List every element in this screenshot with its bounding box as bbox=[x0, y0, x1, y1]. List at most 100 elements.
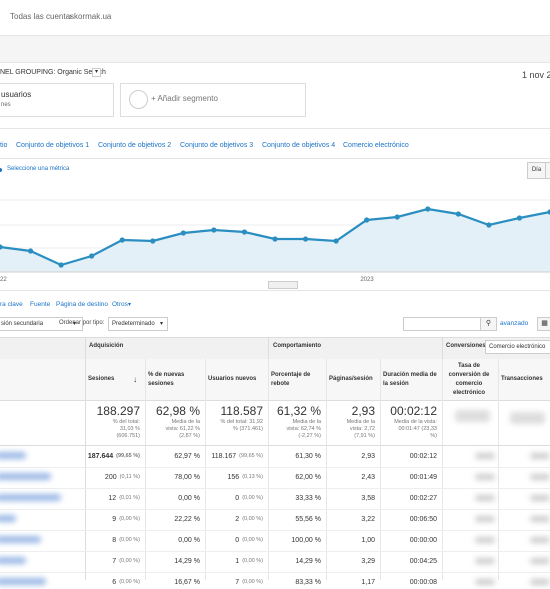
table-cell: 00:02:27 bbox=[380, 491, 437, 505]
blurred-conversion bbox=[530, 558, 550, 564]
dimension-link[interactable]: ra clave bbox=[0, 301, 23, 308]
cell-value: 100,00 % bbox=[291, 536, 321, 544]
cell-value: 9 bbox=[112, 515, 117, 523]
blurred-dimension bbox=[0, 452, 26, 459]
sort-select[interactable]: Predeterminado ▾ bbox=[108, 317, 168, 331]
table-cell: 118.167 (99,65 %) bbox=[205, 449, 263, 463]
blurred-dimension bbox=[0, 536, 41, 543]
point bbox=[0, 244, 3, 250]
blurred-conversion bbox=[475, 537, 495, 543]
cell-value: 22,22 % bbox=[174, 515, 200, 523]
conversion-select[interactable]: Comercio electrónico bbox=[485, 340, 550, 354]
secondary-dim[interactable]: sión secundaria ▾ bbox=[0, 317, 83, 331]
cell-percent: (99,65 %) bbox=[116, 453, 140, 459]
column-header[interactable]: Porcentaje de rebote bbox=[271, 371, 311, 387]
tab[interactable]: Conjunto de objetivos 2 bbox=[98, 142, 172, 149]
column-header[interactable]: Sesiones bbox=[88, 376, 115, 382]
dimension-link[interactable]: Página de destino bbox=[56, 301, 109, 308]
table-cell: 00:06:50 bbox=[380, 512, 437, 526]
point bbox=[241, 229, 248, 235]
table-cell: 2,93 bbox=[326, 449, 375, 463]
table-cell: 0,00 % bbox=[145, 491, 200, 505]
cell-value: 00:04:25 bbox=[409, 557, 437, 565]
table-cell: 78,00 % bbox=[145, 470, 200, 484]
divider bbox=[0, 509, 550, 510]
point bbox=[455, 211, 461, 217]
blurred-conversion bbox=[530, 453, 550, 459]
tab[interactable]: tio bbox=[0, 142, 8, 149]
column-header[interactable]: Usuarios nuevos bbox=[208, 376, 257, 382]
metric-dot bbox=[0, 168, 2, 172]
top-band bbox=[0, 35, 550, 62]
divider bbox=[0, 290, 550, 291]
line-chart: 22 2023 bbox=[0, 199, 550, 283]
cell-percent: (0,00 %) bbox=[242, 495, 263, 501]
tab[interactable]: Conjunto de objetivos 4 bbox=[262, 142, 336, 149]
segment-title: usuarios bbox=[1, 90, 32, 99]
cell-value: 55,56 % bbox=[295, 515, 321, 523]
grid-view[interactable]: ▦ bbox=[537, 317, 550, 331]
segment-add[interactable]: + Añadir segmento bbox=[120, 83, 306, 117]
period-button[interactable]: Día bbox=[527, 162, 546, 179]
point bbox=[119, 237, 125, 243]
blurred-conversion bbox=[530, 537, 550, 543]
period-button[interactable]: S bbox=[545, 162, 550, 179]
table-cell: 33,33 % bbox=[268, 491, 321, 505]
dropdown-arrow[interactable]: ▾ bbox=[92, 68, 101, 77]
table-cell: 14,29 % bbox=[145, 554, 200, 568]
total-sub: Media de la vista: 62,74 % (-2,27 %) bbox=[286, 419, 321, 439]
dimension-link[interactable]: Fuente bbox=[30, 301, 51, 308]
channel-grouping[interactable]: NEL GROUPING: Organic Search bbox=[0, 69, 106, 76]
cell-value: 1,00 bbox=[361, 536, 375, 544]
cell-value: 1 bbox=[235, 557, 240, 565]
col-divider bbox=[326, 359, 327, 580]
advanced-link[interactable]: avanzado bbox=[500, 320, 529, 327]
divider bbox=[0, 551, 550, 552]
total-value: 118.587 bbox=[220, 404, 264, 418]
table-cell: 55,56 % bbox=[268, 512, 321, 526]
table-cell: 2,43 bbox=[326, 470, 375, 484]
col-divider bbox=[268, 359, 269, 580]
divider bbox=[0, 62, 550, 63]
column-header[interactable]: Páginas/sesión bbox=[329, 376, 373, 382]
table-cell: 187.644 (99,65 %) bbox=[85, 449, 140, 463]
table-cell: 00:01:49 bbox=[380, 470, 437, 484]
dimension-link[interactable]: Otros bbox=[112, 301, 128, 308]
cell-value: 0,00 % bbox=[178, 536, 200, 544]
column-header[interactable]: % de nuevas sesiones bbox=[148, 371, 185, 387]
tab[interactable]: Comercio electrónico bbox=[343, 142, 409, 149]
table-cell: 6 (0,00 %) bbox=[85, 575, 140, 589]
column-header[interactable]: Duración media de la sesión bbox=[383, 371, 437, 387]
tab[interactable]: Conjunto de objetivos 3 bbox=[180, 142, 254, 149]
breadcrumb-account[interactable]: kormak.ua bbox=[74, 12, 112, 21]
sort-arrow: ▾ bbox=[160, 321, 164, 327]
cell-value: 0 bbox=[235, 494, 240, 502]
blurred-conversion bbox=[475, 495, 495, 501]
metric-select[interactable]: Seleccione una métrica bbox=[7, 166, 70, 172]
table-cell: 200 (0,11 %) bbox=[85, 470, 140, 484]
search-button[interactable]: ⚲ bbox=[480, 317, 497, 331]
cell-value: 2,93 bbox=[361, 452, 375, 460]
blurred-conversion bbox=[530, 474, 550, 480]
column-header[interactable]: Transacciones bbox=[501, 376, 543, 382]
cell-percent: (0,00 %) bbox=[119, 537, 140, 543]
point bbox=[425, 206, 431, 212]
breadcrumb-root[interactable]: Todas las cuentas bbox=[10, 12, 75, 21]
table-cell: 3,58 bbox=[326, 491, 375, 505]
search-box[interactable] bbox=[403, 317, 482, 331]
sort-label: Ordenar por tipo: bbox=[59, 320, 105, 326]
table-cell: 8 (0,00 %) bbox=[85, 533, 140, 547]
column-header[interactable]: Tasa de conversión de comercio electróni… bbox=[448, 362, 490, 396]
blurred-conversion bbox=[475, 558, 495, 564]
segment-sub: nes bbox=[1, 102, 11, 108]
total-sub: % del total: 31,03 % (606.751) bbox=[112, 419, 140, 439]
table-cell: 156 (0,13 %) bbox=[205, 470, 263, 484]
table-cell: 00:00:08 bbox=[380, 575, 437, 589]
divider bbox=[0, 467, 550, 468]
col-divider bbox=[442, 359, 443, 580]
table-cell: 62,97 % bbox=[145, 449, 200, 463]
date-range[interactable]: 1 nov 2 bbox=[522, 70, 550, 80]
table-cell: 22,22 % bbox=[145, 512, 200, 526]
tab[interactable]: Conjunto de objetivos 1 bbox=[16, 142, 90, 149]
divider bbox=[0, 445, 550, 446]
